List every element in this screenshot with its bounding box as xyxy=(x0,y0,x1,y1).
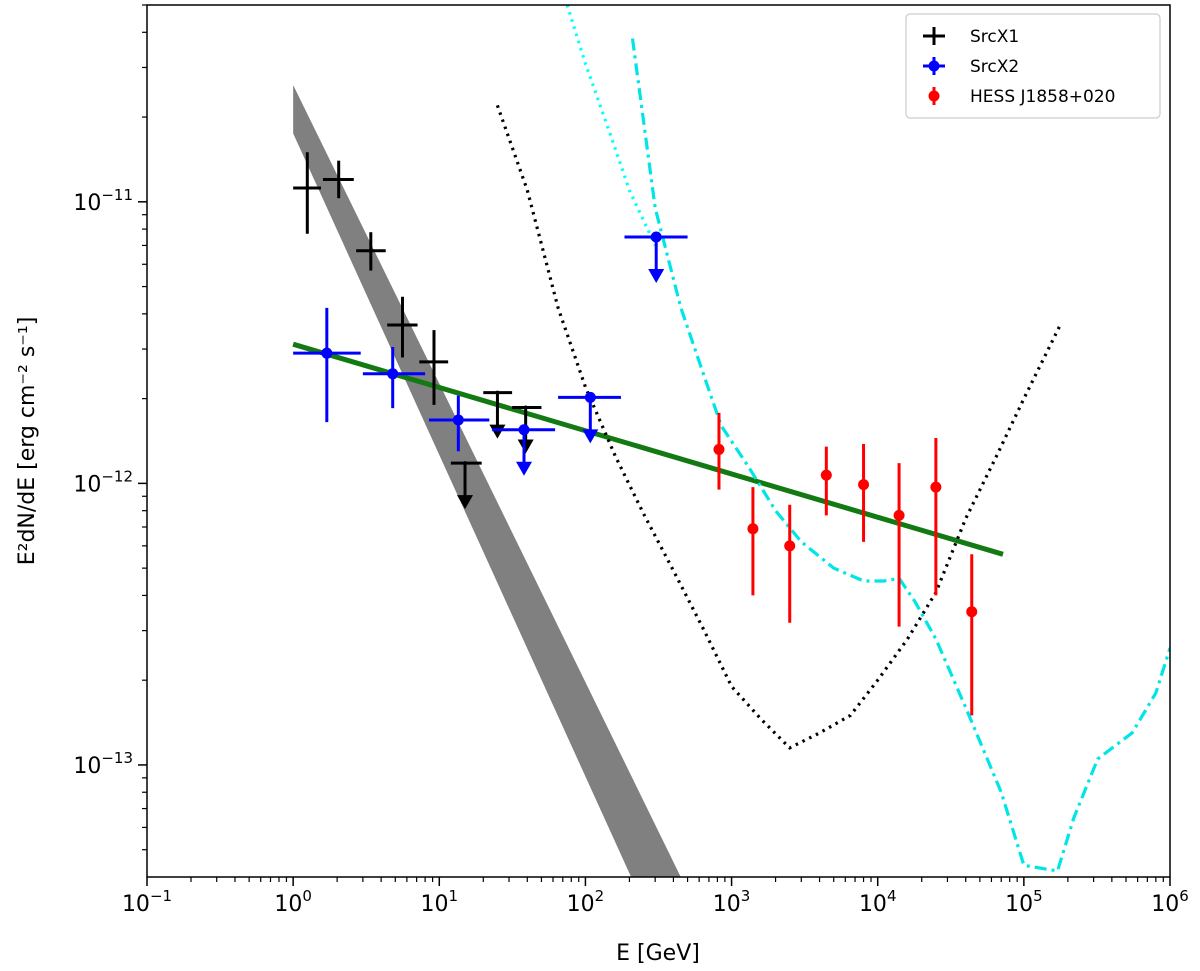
data-point xyxy=(713,412,725,490)
x-tick-label: 101 xyxy=(421,887,459,917)
data-point xyxy=(387,296,418,358)
point-marker xyxy=(523,405,528,410)
legend-label: SrcX1 xyxy=(970,27,1019,47)
x-axis-label: E [GeV] xyxy=(616,941,700,966)
legend-marker xyxy=(932,34,936,38)
y-tick-label: 10−11 xyxy=(73,186,133,216)
legend-marker xyxy=(928,60,940,72)
data-point xyxy=(747,487,759,596)
data-point xyxy=(784,504,796,623)
axes-layer: 10−1 100 101 102 103 104 105 106 10−11 10−12 10−13 xyxy=(73,4,1189,917)
point-marker xyxy=(584,391,596,403)
plot-frame xyxy=(146,4,1171,878)
upper-limit xyxy=(558,391,621,444)
upper-limit xyxy=(624,231,688,283)
data-point xyxy=(820,446,832,516)
data-point xyxy=(362,347,426,409)
legend-box xyxy=(905,13,1161,119)
legend-entry: SrcX1 xyxy=(923,27,1019,47)
point-marker xyxy=(495,390,500,395)
point-marker xyxy=(966,606,978,618)
point-marker xyxy=(820,469,832,481)
data-point xyxy=(858,443,870,542)
point-marker xyxy=(518,424,530,436)
point-marker xyxy=(321,347,333,359)
point-marker xyxy=(452,414,464,426)
point-marker xyxy=(747,523,759,535)
point-marker xyxy=(400,323,405,328)
point-marker xyxy=(387,368,399,380)
x-tick-label: 102 xyxy=(567,887,605,917)
sensitivity-dashdot-cyan xyxy=(630,38,1170,873)
upper-limit-arrow xyxy=(516,461,533,476)
data-point xyxy=(966,554,978,716)
data-point xyxy=(419,330,449,405)
point-marker xyxy=(463,461,468,466)
band-layer xyxy=(293,84,681,877)
series-hess-j1858-020 xyxy=(713,412,978,716)
point-marker xyxy=(784,540,796,552)
legend-label: HESS J1858+020 xyxy=(970,87,1115,107)
data-point xyxy=(293,307,361,423)
point-marker xyxy=(930,481,942,493)
data-point xyxy=(428,395,490,452)
power-law-fit xyxy=(292,341,1004,557)
upper-limit xyxy=(483,390,513,439)
upper-limit-arrow xyxy=(582,429,599,444)
x-tick-label: 104 xyxy=(859,887,897,917)
data-point xyxy=(322,160,354,199)
point-marker xyxy=(368,248,373,253)
y-tick-label: 10−12 xyxy=(73,467,133,497)
point-marker xyxy=(650,231,662,243)
point-marker xyxy=(336,177,341,182)
legend-marker xyxy=(928,90,940,102)
legend-entry: SrcX2 xyxy=(923,57,1019,77)
upper-limit-arrow xyxy=(517,439,534,454)
point-marker xyxy=(305,185,310,190)
point-marker xyxy=(893,509,905,521)
x-tick-label: 106 xyxy=(1151,887,1189,917)
legend-label: SrcX2 xyxy=(970,57,1019,77)
legend: SrcX1 SrcX2 HESS J1858+020 xyxy=(905,13,1161,119)
x-tick-label: 10−1 xyxy=(122,887,172,917)
y-axis-label: E²dN/dE [erg cm⁻² s⁻¹] xyxy=(15,317,40,566)
series-srcx1 xyxy=(293,152,542,510)
x-tick-label: 100 xyxy=(274,887,312,917)
x-tick-label: 105 xyxy=(1005,887,1043,917)
upper-limit xyxy=(450,461,482,510)
x-tick-label: 103 xyxy=(713,887,751,917)
legend-entry: HESS J1858+020 xyxy=(928,87,1115,107)
data-point xyxy=(893,463,905,627)
y-tick-label: 10−13 xyxy=(73,749,133,779)
series-layer xyxy=(293,152,978,716)
point-marker xyxy=(713,443,725,455)
upper-limit xyxy=(492,424,556,476)
upper-limit-arrow xyxy=(489,424,506,439)
point-marker xyxy=(858,479,870,491)
data-point xyxy=(356,232,386,271)
srcx1-powerlaw-band xyxy=(293,84,681,877)
series-srcx2 xyxy=(293,231,688,476)
data-point xyxy=(293,152,321,234)
data-point xyxy=(930,437,942,596)
upper-limit-arrow xyxy=(457,495,474,510)
point-marker xyxy=(431,359,436,364)
upper-limit-arrow xyxy=(648,268,665,283)
